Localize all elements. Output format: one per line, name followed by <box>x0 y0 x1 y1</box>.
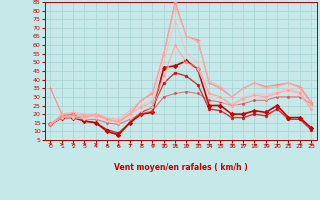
X-axis label: Vent moyen/en rafales ( km/h ): Vent moyen/en rafales ( km/h ) <box>114 163 248 172</box>
